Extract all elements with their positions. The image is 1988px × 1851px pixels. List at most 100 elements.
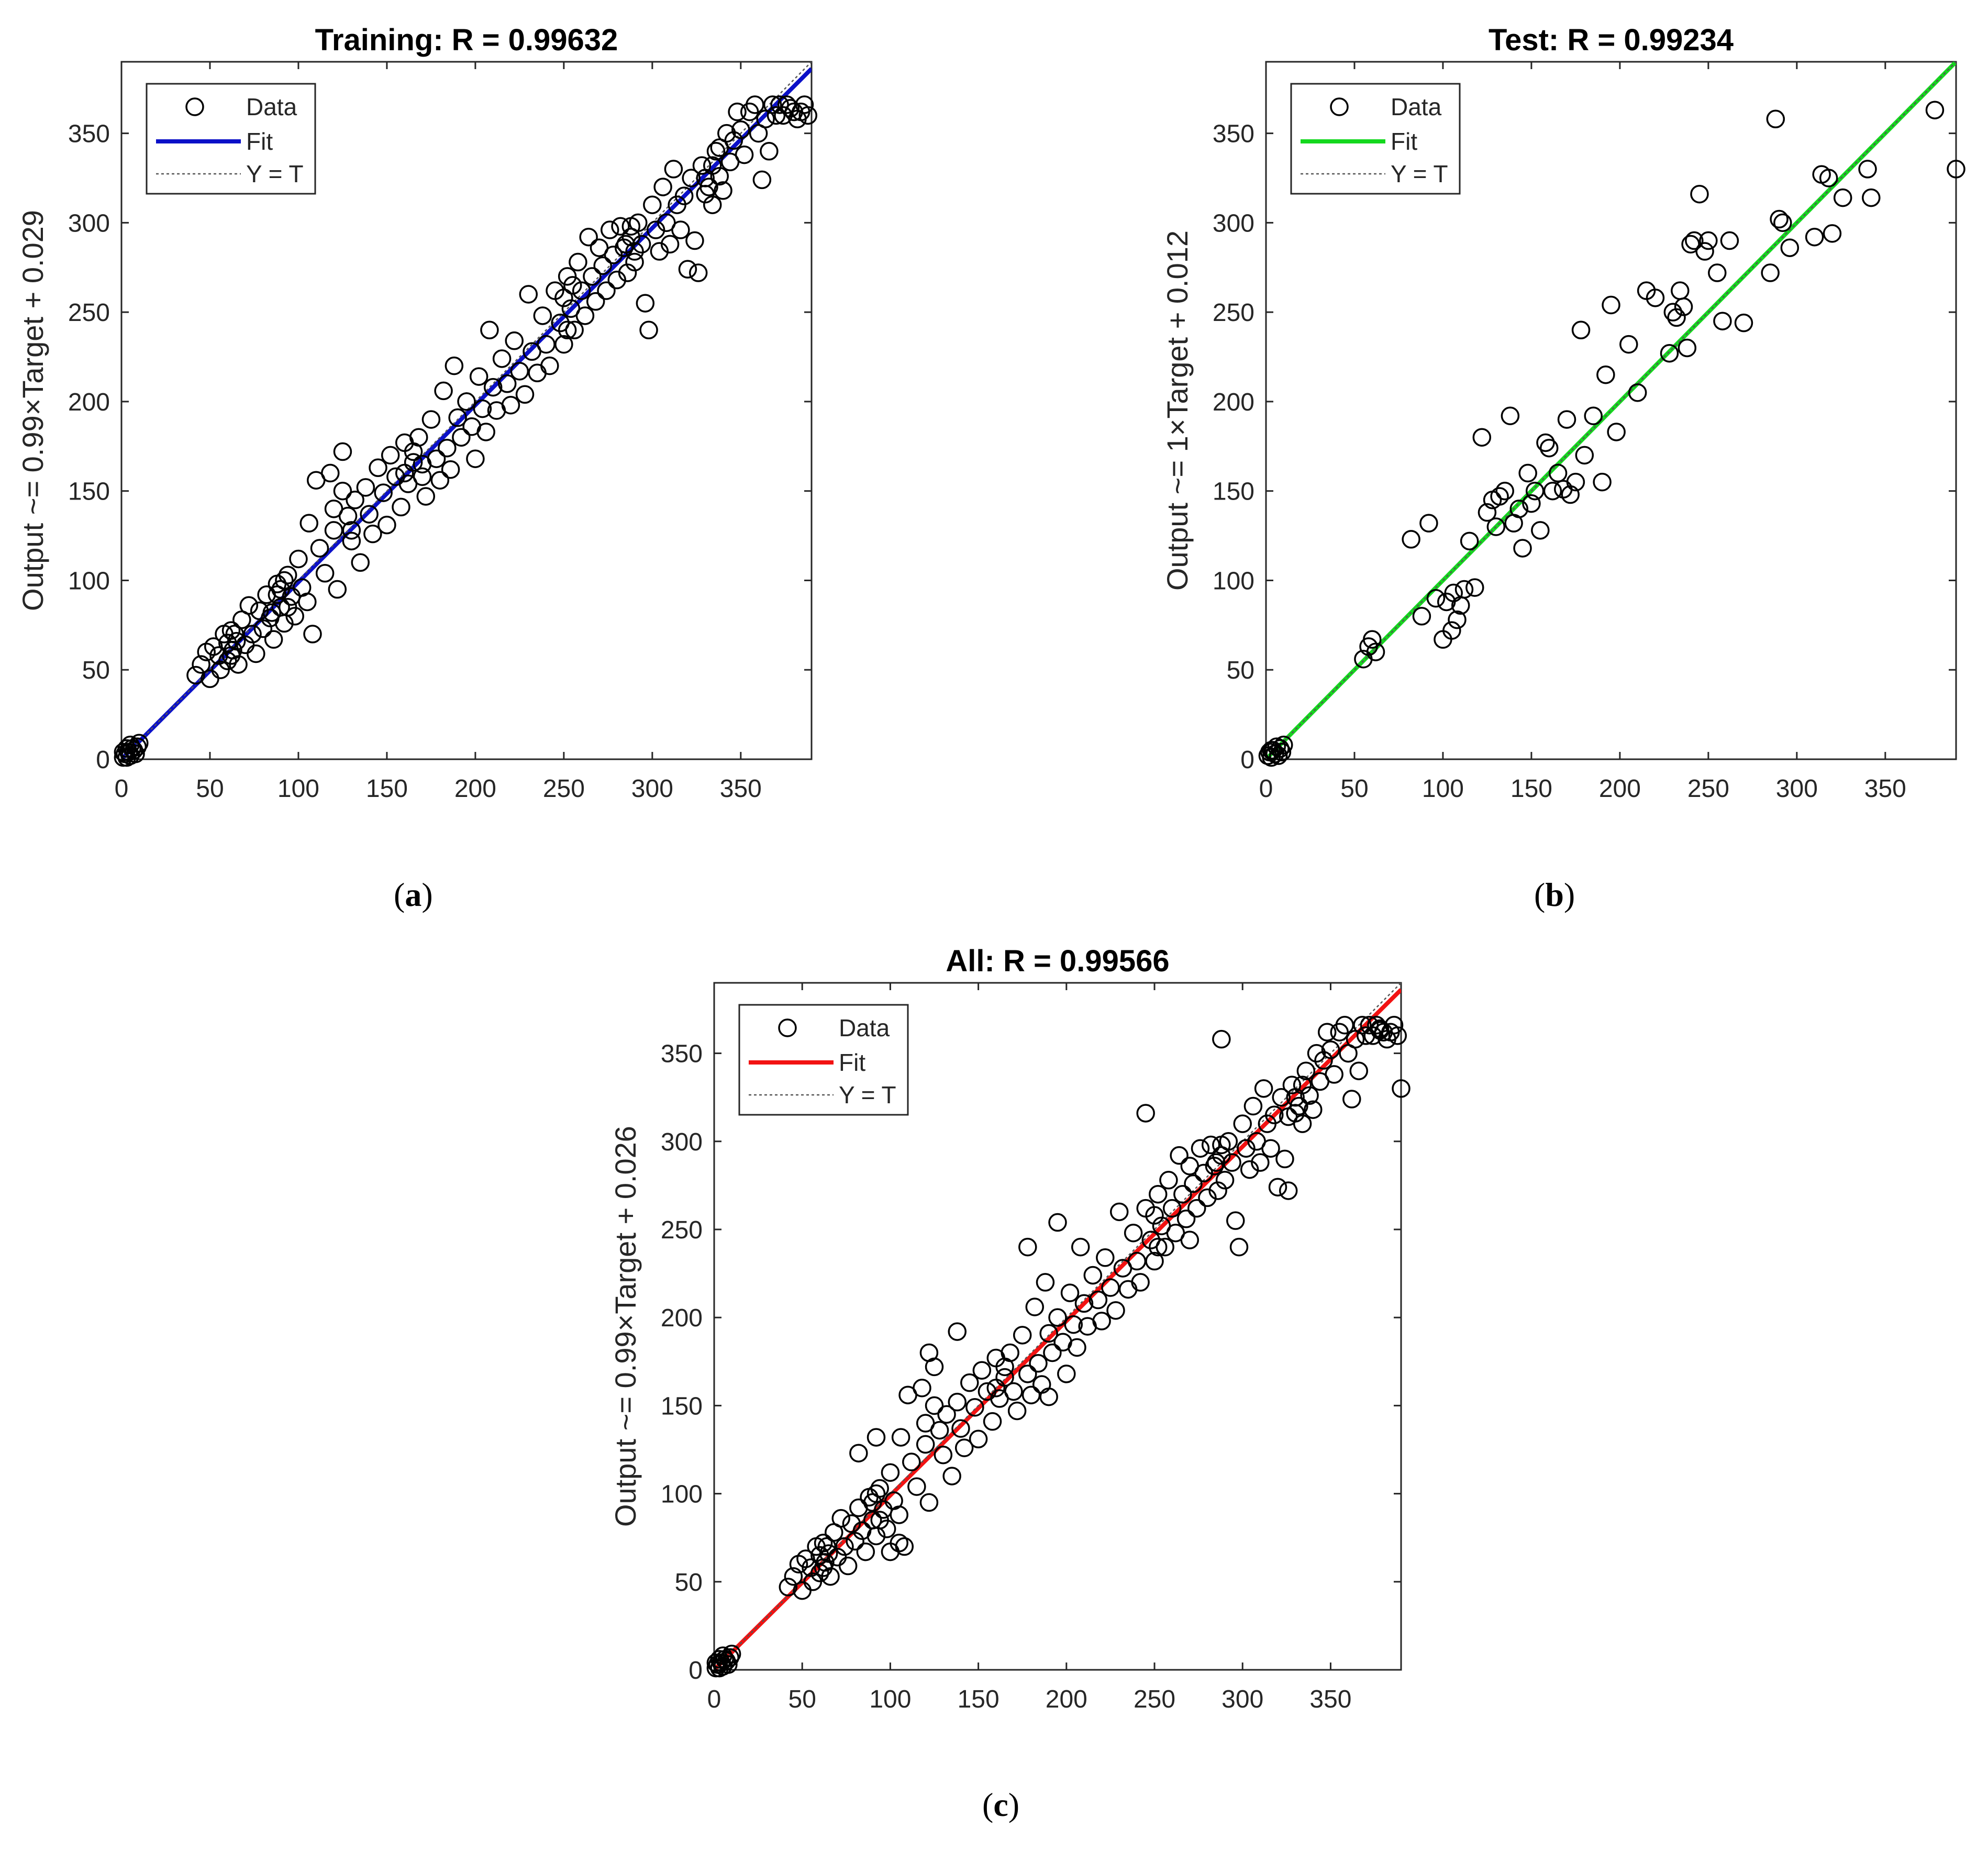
y-tick-label: 0 — [688, 1657, 703, 1684]
data-point — [572, 281, 591, 300]
data-point — [1307, 1044, 1326, 1063]
y-tick-label: 250 — [68, 299, 110, 327]
data-point — [579, 227, 598, 247]
legend-fit-label: Fit — [1391, 128, 1417, 155]
data-point — [1575, 446, 1594, 465]
data-point — [779, 1578, 798, 1597]
data-point — [413, 467, 432, 486]
data-point — [1543, 481, 1562, 501]
data-point — [1833, 188, 1852, 207]
data-point — [1460, 531, 1479, 551]
data-point — [510, 362, 529, 381]
legend-data-label: Data — [246, 93, 297, 120]
data-point — [342, 531, 361, 551]
data-point — [1071, 1237, 1090, 1257]
x-tick-label: 0 — [1259, 775, 1273, 803]
caption-b-letter: b — [1545, 876, 1564, 913]
data-point — [1342, 1090, 1361, 1109]
y-tick-label: 0 — [1240, 746, 1254, 774]
data-point — [643, 195, 662, 214]
data-point — [1215, 1171, 1235, 1190]
data-point — [225, 625, 245, 644]
data-point — [867, 1484, 886, 1503]
data-point — [1317, 1023, 1337, 1041]
data-point — [639, 320, 658, 340]
legend-box — [738, 1004, 909, 1116]
y-tick-label: 250 — [661, 1216, 703, 1244]
data-point — [1695, 242, 1714, 261]
data-point — [925, 1396, 944, 1415]
y-tick-label: 200 — [1213, 389, 1254, 416]
data-point — [1162, 1199, 1182, 1218]
data-point — [1187, 1199, 1206, 1218]
data-point — [1272, 1088, 1291, 1107]
data-point — [1699, 231, 1718, 250]
data-point — [1819, 169, 1838, 187]
data-point — [1678, 338, 1697, 358]
data-point — [395, 463, 414, 483]
data-point — [1773, 213, 1792, 232]
data-point — [714, 1646, 732, 1665]
data-point — [381, 446, 400, 465]
data-point — [1194, 1163, 1213, 1183]
data-point — [1495, 481, 1514, 501]
data-point — [303, 625, 322, 644]
data-point — [710, 138, 729, 157]
data-point — [1602, 295, 1620, 315]
data-point — [1136, 1104, 1155, 1123]
data-point — [1522, 494, 1541, 513]
data-point — [1325, 1065, 1343, 1084]
data-point — [1170, 1146, 1189, 1165]
data-point — [1004, 1382, 1023, 1401]
data-point — [653, 178, 672, 196]
data-point — [699, 178, 718, 196]
data-point — [569, 252, 587, 272]
data-point — [186, 666, 205, 685]
data-point — [1039, 1324, 1058, 1343]
data-point — [902, 1453, 921, 1471]
data-point — [621, 217, 641, 236]
data-point — [1766, 109, 1785, 129]
data-point — [846, 1532, 864, 1551]
data-point — [360, 505, 379, 524]
data-point — [268, 585, 287, 604]
data-point — [497, 374, 517, 393]
data-point — [817, 1537, 837, 1556]
y-tick-label: 250 — [1213, 299, 1254, 327]
data-point — [333, 442, 352, 461]
data-point — [986, 1378, 1006, 1398]
data-point — [328, 580, 347, 599]
data-point — [795, 95, 814, 114]
data-point — [342, 521, 361, 540]
data-point — [121, 735, 140, 755]
data-point — [1448, 610, 1467, 629]
data-point — [519, 285, 538, 304]
data-point — [1267, 737, 1286, 756]
data-point — [703, 195, 722, 214]
data-point — [1708, 263, 1727, 282]
data-point — [1145, 1251, 1164, 1271]
y-tick-label: 150 — [661, 1392, 703, 1420]
data-point — [1296, 1061, 1316, 1080]
data-point — [1124, 1223, 1143, 1243]
data-point — [722, 1644, 741, 1664]
data-point — [1858, 160, 1877, 179]
data-point — [1465, 578, 1484, 597]
data-point — [540, 356, 559, 375]
x-tick-label: 200 — [1046, 1686, 1087, 1713]
data-point — [438, 438, 457, 458]
data-point — [1131, 1273, 1150, 1292]
data-point — [289, 549, 308, 569]
data-point — [1366, 642, 1385, 661]
chart-title: Test: R = 0.99234 — [1489, 23, 1734, 57]
data-point — [1566, 472, 1585, 492]
data-point — [1279, 1107, 1298, 1126]
data-point — [476, 423, 495, 441]
data-point — [533, 306, 552, 325]
data-point — [1149, 1184, 1168, 1204]
data-point — [735, 145, 754, 164]
data-point — [1349, 1061, 1369, 1080]
y-tick-label: 50 — [1227, 657, 1254, 684]
y-tick-label: 50 — [675, 1569, 703, 1597]
data-point — [1254, 1079, 1273, 1098]
